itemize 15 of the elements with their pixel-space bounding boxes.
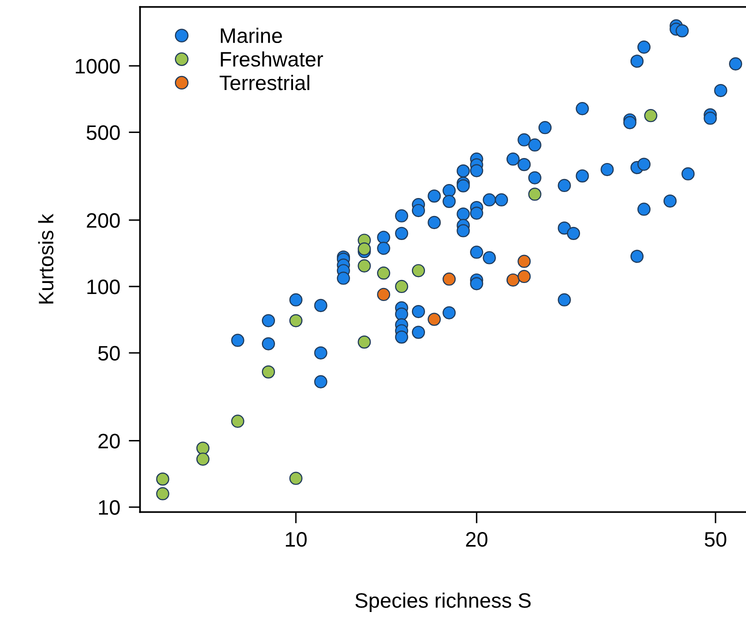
x-tick-label: 20 [466, 532, 488, 547]
legend-label: Terrestrial [220, 74, 310, 90]
y-tick-label: 50 [98, 346, 120, 361]
y-tick-label: 500 [86, 125, 120, 140]
y-tick-label: 20 [98, 434, 120, 448]
legend-label: Freshwater [220, 51, 324, 67]
y-tick-label: 10 [99, 500, 120, 515]
y-tick-label: 1000 [76, 58, 120, 74]
y-tick-label: 200 [86, 213, 120, 228]
x-tick-label: 50 [704, 532, 726, 547]
x-axis-title: Species richness S [355, 592, 531, 612]
legend-label: Marine [220, 28, 282, 44]
y-tick-label: 100 [87, 279, 120, 294]
x-tick-label: 10 [286, 532, 307, 547]
y-axis-title: Kurtosis k [38, 214, 54, 304]
